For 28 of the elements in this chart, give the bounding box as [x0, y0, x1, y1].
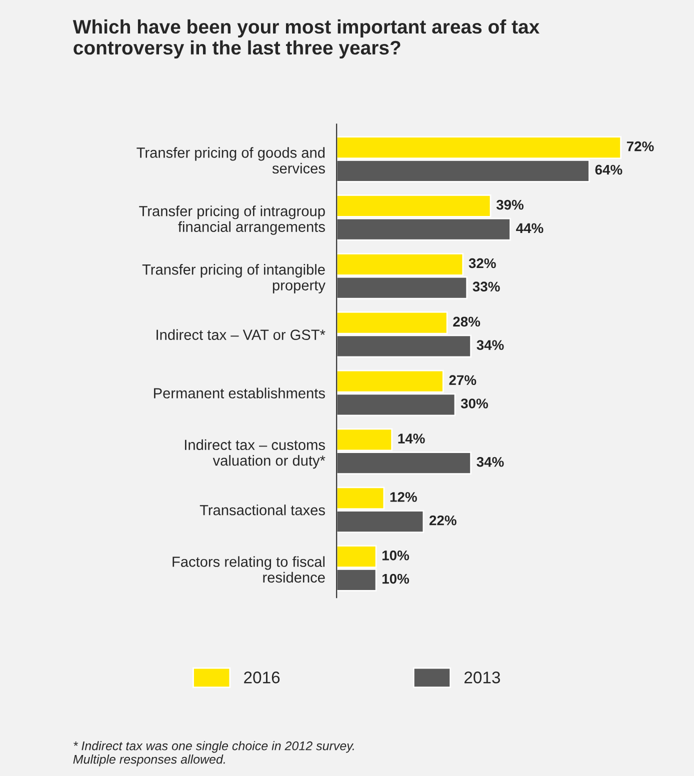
legend-label: 2013 — [464, 672, 500, 684]
chart-title: Which have been your most important areas of tax controversy in the last three years? — [72, 19, 540, 58]
data-label: 72% — [626, 141, 654, 152]
data-label: 44% — [516, 223, 544, 234]
data-label: 33% — [472, 282, 500, 292]
y-tick-label: Transfer pricing of goods and services — [136, 147, 325, 174]
legend-label: 2016 — [244, 672, 280, 684]
y-tick-label: Transfer pricing of intragroup financial arrangements — [139, 206, 325, 235]
data-label: 12% — [390, 492, 417, 502]
y-tick-label: Factors relating to fiscal residence — [172, 556, 325, 583]
data-label: 34% — [476, 340, 504, 350]
text: * Indirect tax was one single choice in 2012 survey. Multiple responses allowed. — [73, 741, 354, 766]
y-tick-label: Indirect tax – VAT or GST* — [156, 329, 326, 340]
data-label: 10% — [382, 550, 410, 560]
data-label: 39% — [496, 200, 524, 210]
data-label: 34% — [476, 457, 504, 467]
data-label: 30% — [460, 398, 488, 408]
y-tick-label: Transactional taxes — [200, 504, 325, 516]
data-label: 10% — [382, 574, 410, 584]
data-label: 64% — [595, 164, 622, 175]
data-label: 28% — [453, 316, 480, 327]
data-label: 27% — [449, 375, 476, 385]
y-tick-label: Indirect tax – customs valuation or duty* — [184, 439, 326, 469]
data-label: 22% — [429, 515, 456, 526]
data-label: 14% — [398, 434, 425, 444]
y-tick-label: Permanent establishments — [154, 388, 325, 398]
data-label: 32% — [468, 258, 496, 268]
y-tick-label: Transfer pricing of intangible property — [142, 264, 326, 294]
